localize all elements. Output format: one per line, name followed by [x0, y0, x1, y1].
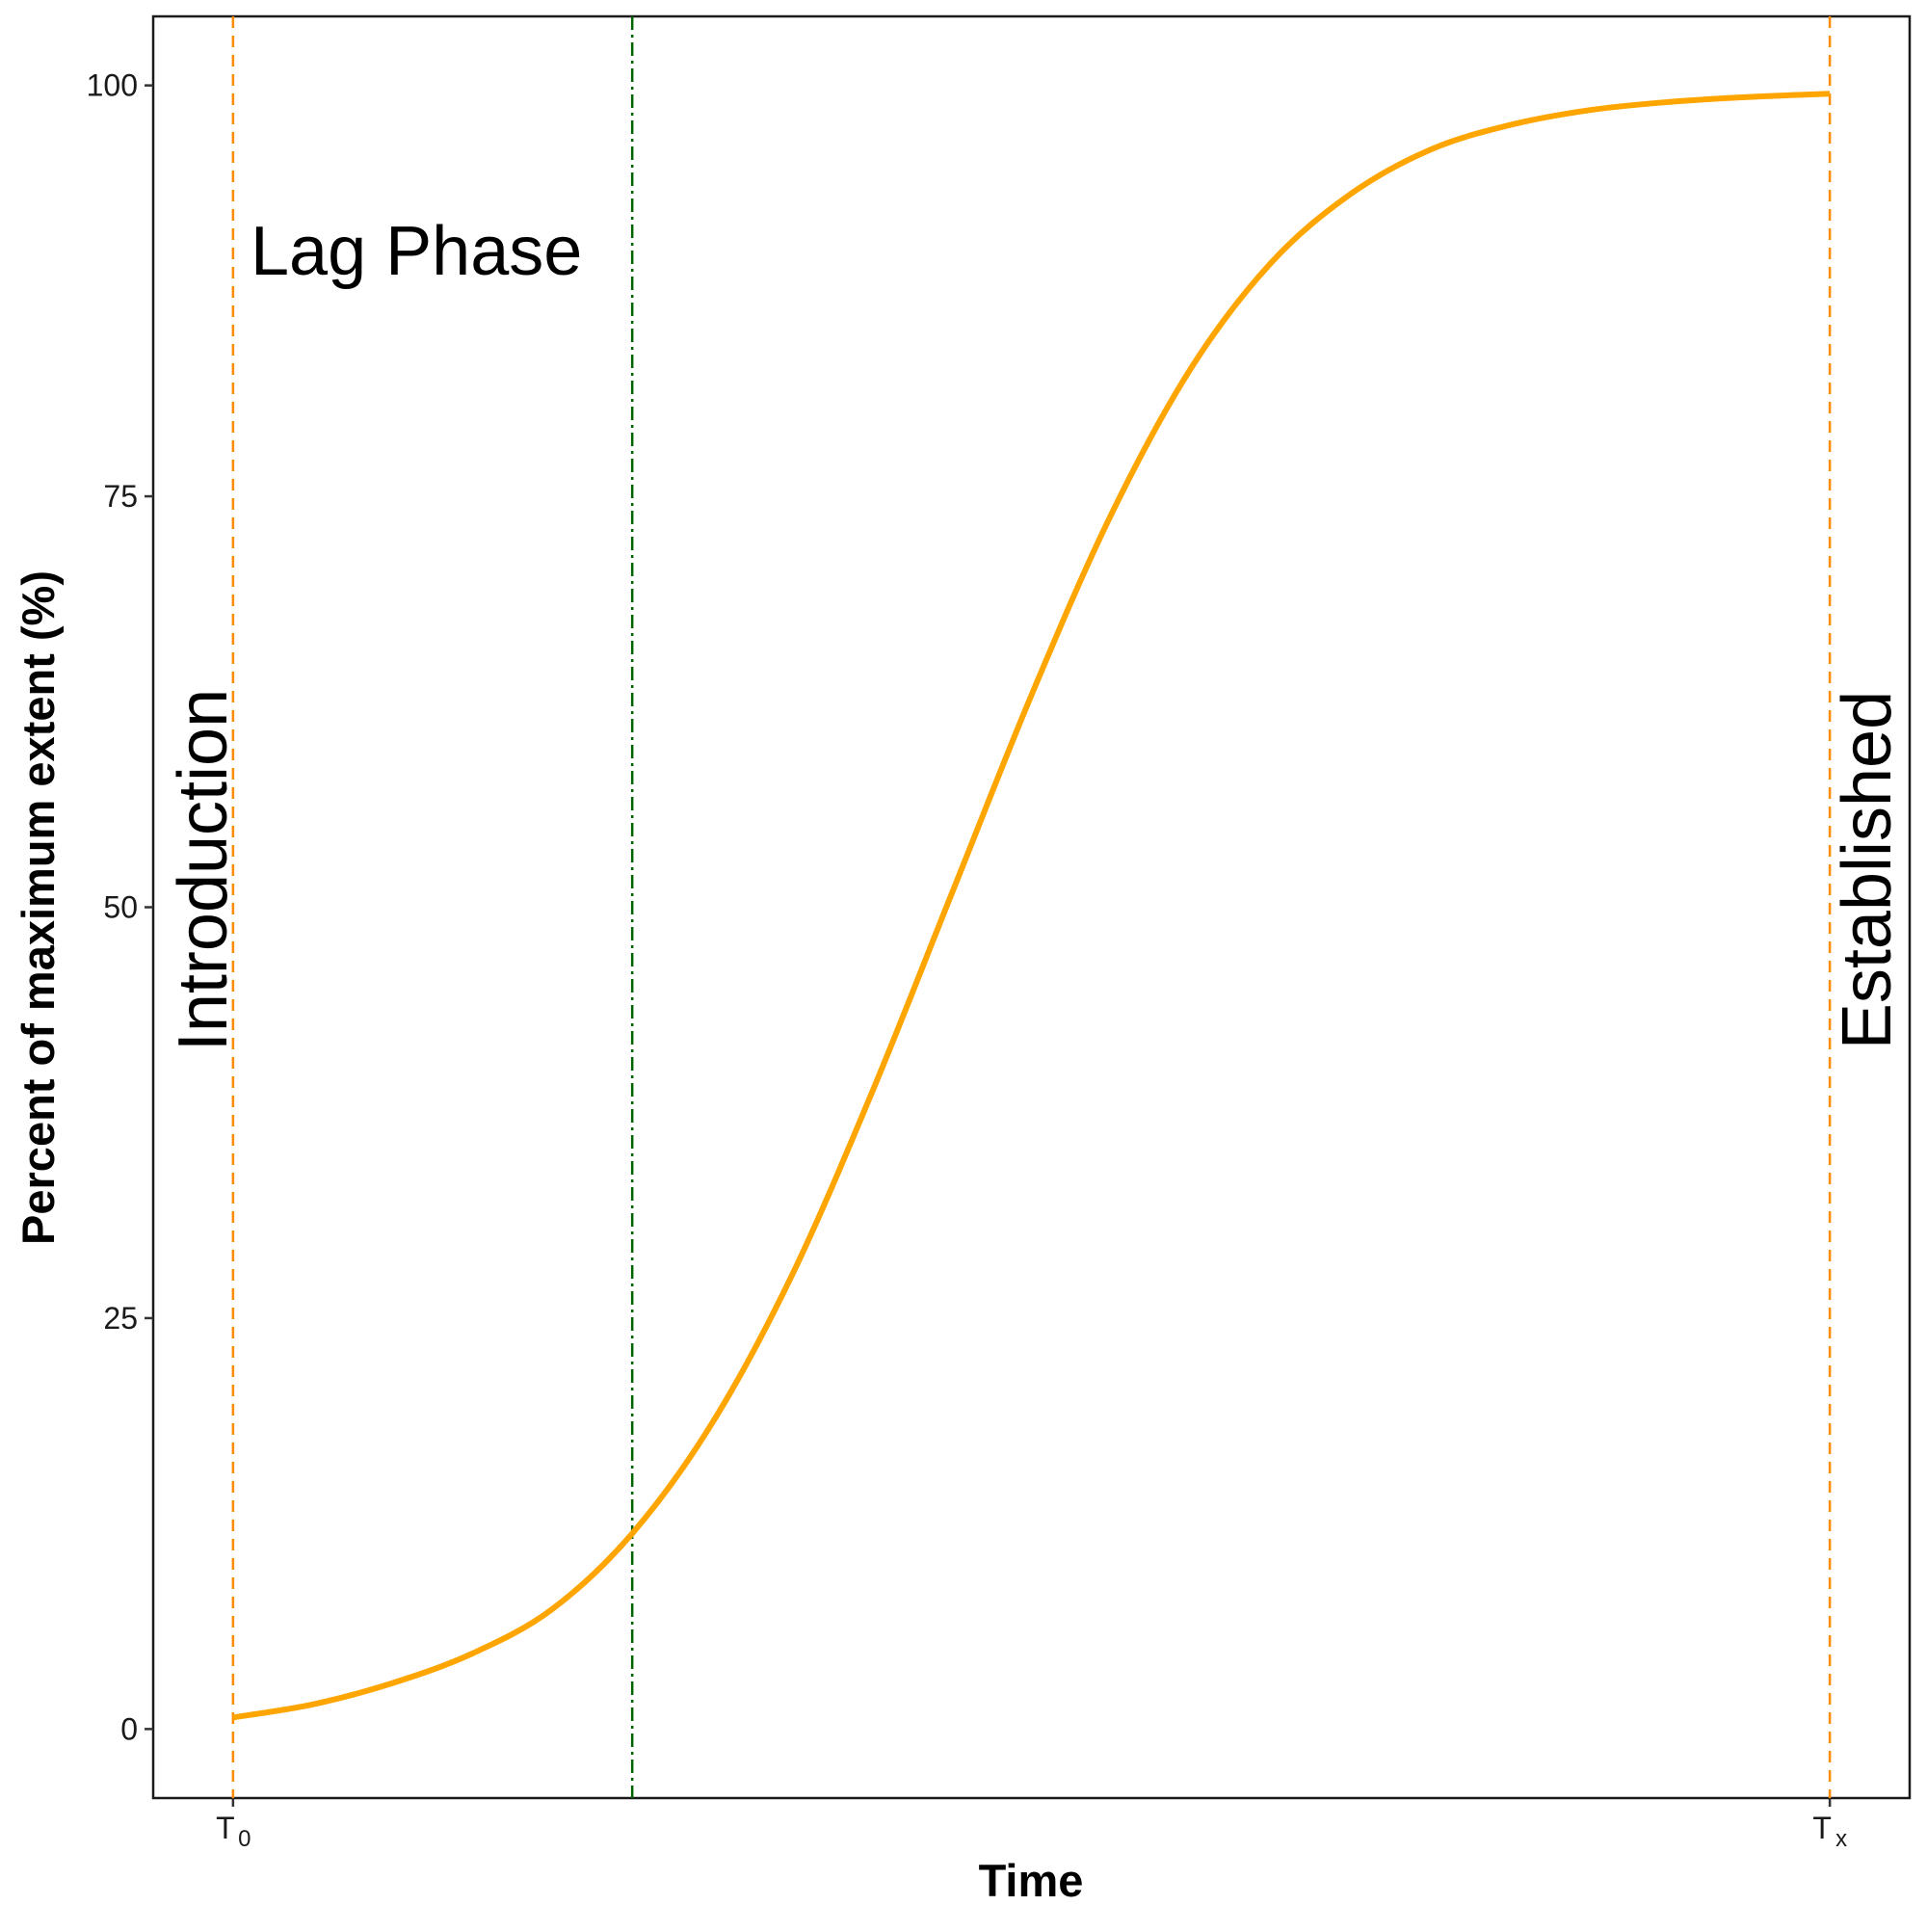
series-group [232, 91, 1831, 1721]
y-tick-label: 50 [103, 890, 138, 925]
x-tick-subscript: x [1835, 1826, 1847, 1852]
x-tick-label: T [216, 1811, 235, 1845]
y-tick-label: 25 [103, 1301, 138, 1336]
y-tick-label: 0 [120, 1711, 138, 1746]
introduction-annotation: Introduction [165, 689, 242, 1051]
lag-phase-annotation: Lag Phase [251, 213, 582, 290]
x-axis-title: Time [979, 1855, 1084, 1906]
established-annotation: Established [1829, 691, 1906, 1049]
plot-panel [151, 14, 1912, 1800]
reference-lines [231, 16, 1832, 1798]
y-axis-title: Percent of maximum extent (%) [13, 570, 64, 1245]
y-axis-ticks: 0 25 50 75 100 [87, 68, 153, 1746]
y-tick-label: 100 [87, 68, 138, 103]
y-tick-label: 75 [103, 479, 138, 514]
series-line [232, 91, 1831, 1721]
x-tick-label: T [1812, 1811, 1832, 1845]
x-tick-subscript: 0 [238, 1826, 251, 1852]
